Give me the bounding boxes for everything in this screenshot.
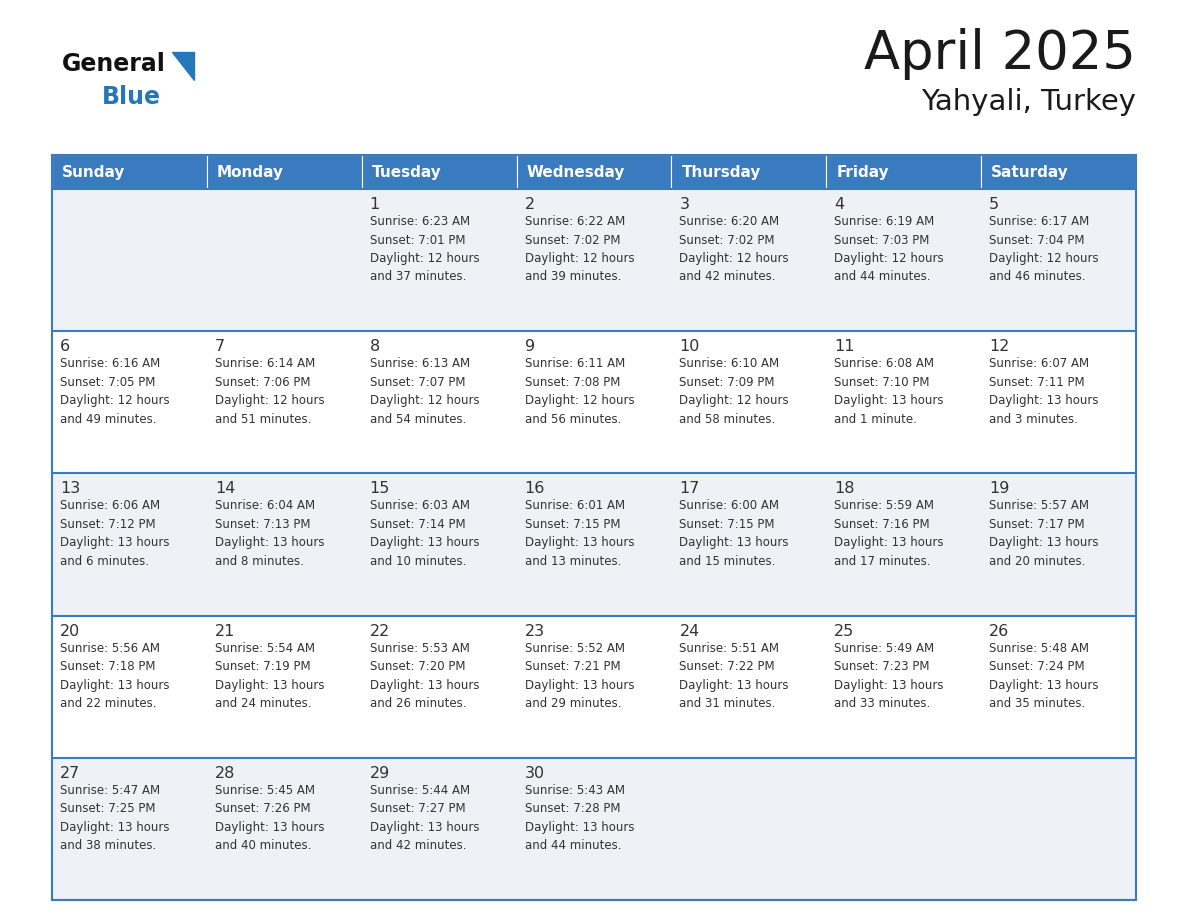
FancyBboxPatch shape <box>361 155 517 189</box>
Text: 27: 27 <box>61 766 81 781</box>
Text: 15: 15 <box>369 481 390 497</box>
Text: 25: 25 <box>834 623 854 639</box>
Text: 5: 5 <box>990 197 999 212</box>
Text: Sunrise: 6:19 AM
Sunset: 7:03 PM
Daylight: 12 hours
and 44 minutes.: Sunrise: 6:19 AM Sunset: 7:03 PM Dayligh… <box>834 215 944 284</box>
Text: Sunrise: 5:52 AM
Sunset: 7:21 PM
Daylight: 13 hours
and 29 minutes.: Sunrise: 5:52 AM Sunset: 7:21 PM Dayligh… <box>525 642 634 711</box>
Text: Wednesday: Wednesday <box>526 164 625 180</box>
Text: Sunrise: 5:54 AM
Sunset: 7:19 PM
Daylight: 13 hours
and 24 minutes.: Sunrise: 5:54 AM Sunset: 7:19 PM Dayligh… <box>215 642 324 711</box>
Text: 22: 22 <box>369 623 390 639</box>
Text: Saturday: Saturday <box>991 164 1069 180</box>
FancyBboxPatch shape <box>52 474 1136 616</box>
Text: 14: 14 <box>215 481 235 497</box>
Text: Sunrise: 5:47 AM
Sunset: 7:25 PM
Daylight: 13 hours
and 38 minutes.: Sunrise: 5:47 AM Sunset: 7:25 PM Dayligh… <box>61 784 170 852</box>
Text: 4: 4 <box>834 197 845 212</box>
Text: 16: 16 <box>525 481 545 497</box>
FancyBboxPatch shape <box>827 155 981 189</box>
Text: Tuesday: Tuesday <box>372 164 442 180</box>
Text: Sunrise: 5:56 AM
Sunset: 7:18 PM
Daylight: 13 hours
and 22 minutes.: Sunrise: 5:56 AM Sunset: 7:18 PM Dayligh… <box>61 642 170 711</box>
FancyBboxPatch shape <box>671 155 827 189</box>
Text: 2: 2 <box>525 197 535 212</box>
Text: Sunrise: 5:48 AM
Sunset: 7:24 PM
Daylight: 13 hours
and 35 minutes.: Sunrise: 5:48 AM Sunset: 7:24 PM Dayligh… <box>990 642 1099 711</box>
FancyBboxPatch shape <box>52 155 207 189</box>
Text: 28: 28 <box>215 766 235 781</box>
Text: Sunrise: 6:00 AM
Sunset: 7:15 PM
Daylight: 13 hours
and 15 minutes.: Sunrise: 6:00 AM Sunset: 7:15 PM Dayligh… <box>680 499 789 568</box>
Text: Sunrise: 6:17 AM
Sunset: 7:04 PM
Daylight: 12 hours
and 46 minutes.: Sunrise: 6:17 AM Sunset: 7:04 PM Dayligh… <box>990 215 1099 284</box>
Text: 8: 8 <box>369 339 380 354</box>
Text: 9: 9 <box>525 339 535 354</box>
FancyBboxPatch shape <box>981 155 1136 189</box>
Text: Sunrise: 6:01 AM
Sunset: 7:15 PM
Daylight: 13 hours
and 13 minutes.: Sunrise: 6:01 AM Sunset: 7:15 PM Dayligh… <box>525 499 634 568</box>
Text: Sunrise: 5:59 AM
Sunset: 7:16 PM
Daylight: 13 hours
and 17 minutes.: Sunrise: 5:59 AM Sunset: 7:16 PM Dayligh… <box>834 499 943 568</box>
Text: Sunrise: 6:08 AM
Sunset: 7:10 PM
Daylight: 13 hours
and 1 minute.: Sunrise: 6:08 AM Sunset: 7:10 PM Dayligh… <box>834 357 943 426</box>
Text: Sunrise: 6:20 AM
Sunset: 7:02 PM
Daylight: 12 hours
and 42 minutes.: Sunrise: 6:20 AM Sunset: 7:02 PM Dayligh… <box>680 215 789 284</box>
Text: Sunrise: 6:10 AM
Sunset: 7:09 PM
Daylight: 12 hours
and 58 minutes.: Sunrise: 6:10 AM Sunset: 7:09 PM Dayligh… <box>680 357 789 426</box>
Text: Thursday: Thursday <box>682 164 760 180</box>
Text: 1: 1 <box>369 197 380 212</box>
Text: 19: 19 <box>990 481 1010 497</box>
FancyBboxPatch shape <box>207 155 361 189</box>
Text: Sunrise: 5:45 AM
Sunset: 7:26 PM
Daylight: 13 hours
and 40 minutes.: Sunrise: 5:45 AM Sunset: 7:26 PM Dayligh… <box>215 784 324 852</box>
FancyBboxPatch shape <box>52 757 1136 900</box>
FancyBboxPatch shape <box>52 616 1136 757</box>
Text: General: General <box>62 52 166 76</box>
Text: Blue: Blue <box>102 85 162 109</box>
Text: 24: 24 <box>680 623 700 639</box>
FancyBboxPatch shape <box>52 331 1136 474</box>
Text: Sunrise: 6:11 AM
Sunset: 7:08 PM
Daylight: 12 hours
and 56 minutes.: Sunrise: 6:11 AM Sunset: 7:08 PM Dayligh… <box>525 357 634 426</box>
Text: Sunrise: 5:44 AM
Sunset: 7:27 PM
Daylight: 13 hours
and 42 minutes.: Sunrise: 5:44 AM Sunset: 7:27 PM Dayligh… <box>369 784 479 852</box>
Text: Sunrise: 6:04 AM
Sunset: 7:13 PM
Daylight: 13 hours
and 8 minutes.: Sunrise: 6:04 AM Sunset: 7:13 PM Dayligh… <box>215 499 324 568</box>
Text: Sunrise: 5:43 AM
Sunset: 7:28 PM
Daylight: 13 hours
and 44 minutes.: Sunrise: 5:43 AM Sunset: 7:28 PM Dayligh… <box>525 784 634 852</box>
FancyBboxPatch shape <box>517 155 671 189</box>
Text: 23: 23 <box>525 623 544 639</box>
Text: Sunrise: 6:07 AM
Sunset: 7:11 PM
Daylight: 13 hours
and 3 minutes.: Sunrise: 6:07 AM Sunset: 7:11 PM Dayligh… <box>990 357 1099 426</box>
Text: Friday: Friday <box>836 164 889 180</box>
Text: Sunrise: 5:51 AM
Sunset: 7:22 PM
Daylight: 13 hours
and 31 minutes.: Sunrise: 5:51 AM Sunset: 7:22 PM Dayligh… <box>680 642 789 711</box>
Text: Sunrise: 6:13 AM
Sunset: 7:07 PM
Daylight: 12 hours
and 54 minutes.: Sunrise: 6:13 AM Sunset: 7:07 PM Dayligh… <box>369 357 479 426</box>
Text: 17: 17 <box>680 481 700 497</box>
Text: Sunrise: 6:14 AM
Sunset: 7:06 PM
Daylight: 12 hours
and 51 minutes.: Sunrise: 6:14 AM Sunset: 7:06 PM Dayligh… <box>215 357 324 426</box>
Text: April 2025: April 2025 <box>864 28 1136 80</box>
Text: 21: 21 <box>215 623 235 639</box>
Text: 20: 20 <box>61 623 81 639</box>
Text: Sunrise: 6:22 AM
Sunset: 7:02 PM
Daylight: 12 hours
and 39 minutes.: Sunrise: 6:22 AM Sunset: 7:02 PM Dayligh… <box>525 215 634 284</box>
Text: Sunrise: 5:57 AM
Sunset: 7:17 PM
Daylight: 13 hours
and 20 minutes.: Sunrise: 5:57 AM Sunset: 7:17 PM Dayligh… <box>990 499 1099 568</box>
Polygon shape <box>172 52 194 80</box>
Text: Sunrise: 6:06 AM
Sunset: 7:12 PM
Daylight: 13 hours
and 6 minutes.: Sunrise: 6:06 AM Sunset: 7:12 PM Dayligh… <box>61 499 170 568</box>
Text: 11: 11 <box>834 339 855 354</box>
Text: Yahyali, Turkey: Yahyali, Turkey <box>921 88 1136 116</box>
Text: 12: 12 <box>990 339 1010 354</box>
Text: 26: 26 <box>990 623 1010 639</box>
Text: Monday: Monday <box>217 164 284 180</box>
Text: 3: 3 <box>680 197 689 212</box>
FancyBboxPatch shape <box>52 189 1136 331</box>
Text: 6: 6 <box>61 339 70 354</box>
Text: Sunday: Sunday <box>62 164 126 180</box>
Text: 30: 30 <box>525 766 544 781</box>
Text: Sunrise: 5:49 AM
Sunset: 7:23 PM
Daylight: 13 hours
and 33 minutes.: Sunrise: 5:49 AM Sunset: 7:23 PM Dayligh… <box>834 642 943 711</box>
Text: 29: 29 <box>369 766 390 781</box>
Text: 18: 18 <box>834 481 855 497</box>
Text: 13: 13 <box>61 481 81 497</box>
Text: 10: 10 <box>680 339 700 354</box>
Text: Sunrise: 6:03 AM
Sunset: 7:14 PM
Daylight: 13 hours
and 10 minutes.: Sunrise: 6:03 AM Sunset: 7:14 PM Dayligh… <box>369 499 479 568</box>
Text: Sunrise: 6:16 AM
Sunset: 7:05 PM
Daylight: 12 hours
and 49 minutes.: Sunrise: 6:16 AM Sunset: 7:05 PM Dayligh… <box>61 357 170 426</box>
Text: Sunrise: 5:53 AM
Sunset: 7:20 PM
Daylight: 13 hours
and 26 minutes.: Sunrise: 5:53 AM Sunset: 7:20 PM Dayligh… <box>369 642 479 711</box>
Text: 7: 7 <box>215 339 225 354</box>
Text: Sunrise: 6:23 AM
Sunset: 7:01 PM
Daylight: 12 hours
and 37 minutes.: Sunrise: 6:23 AM Sunset: 7:01 PM Dayligh… <box>369 215 479 284</box>
